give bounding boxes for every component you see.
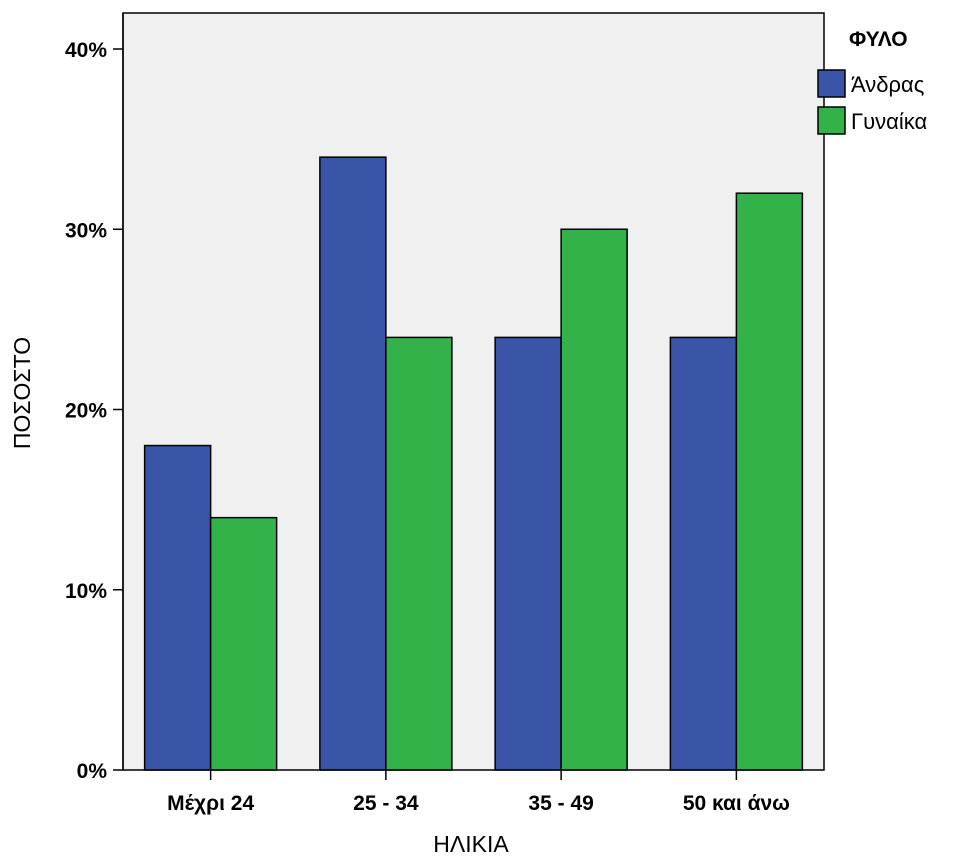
x-tick-label: 25 - 34 xyxy=(353,792,419,815)
bar-series2-2 xyxy=(560,228,628,771)
legend-title: ΦΥΛΟ xyxy=(849,28,908,51)
bar-series1-0 xyxy=(143,444,212,771)
x-tick-label: 35 - 49 xyxy=(528,792,593,815)
y-tick-label: 10% xyxy=(65,580,107,603)
bar-series2-1 xyxy=(385,336,453,771)
x-axis-title: ΗΛΙΚΙΑ xyxy=(433,831,509,857)
x-axis: Μέχρι 24 25 - 34 35 - 49 50 και άνω xyxy=(167,770,790,815)
legend-swatch xyxy=(817,69,846,98)
y-tick-label: 20% xyxy=(65,400,107,423)
legend: ΦΥΛΟ Άνδρας Γυναίκα xyxy=(817,28,927,135)
bar-series1-3 xyxy=(669,336,738,771)
y-axis: 0% 10% 20% 30% 40% xyxy=(65,13,124,783)
legend-swatch xyxy=(817,106,846,135)
bar-series2-3 xyxy=(735,192,804,771)
y-tick-label: 30% xyxy=(65,219,107,242)
bars xyxy=(143,156,804,771)
bar-series1-1 xyxy=(319,156,387,771)
legend-label: Γυναίκα xyxy=(851,109,927,134)
bar-series2-0 xyxy=(209,516,278,771)
legend-label: Άνδρας xyxy=(851,72,924,97)
x-tick-label: Μέχρι 24 xyxy=(167,792,254,815)
bar-series1-2 xyxy=(494,336,562,771)
y-axis-title: ΠΟΣΟΣΤΟ xyxy=(9,337,35,449)
y-tick-label: 0% xyxy=(77,760,108,783)
x-tick-label: 50 και άνω xyxy=(683,792,790,815)
y-tick-label: 40% xyxy=(65,39,107,62)
